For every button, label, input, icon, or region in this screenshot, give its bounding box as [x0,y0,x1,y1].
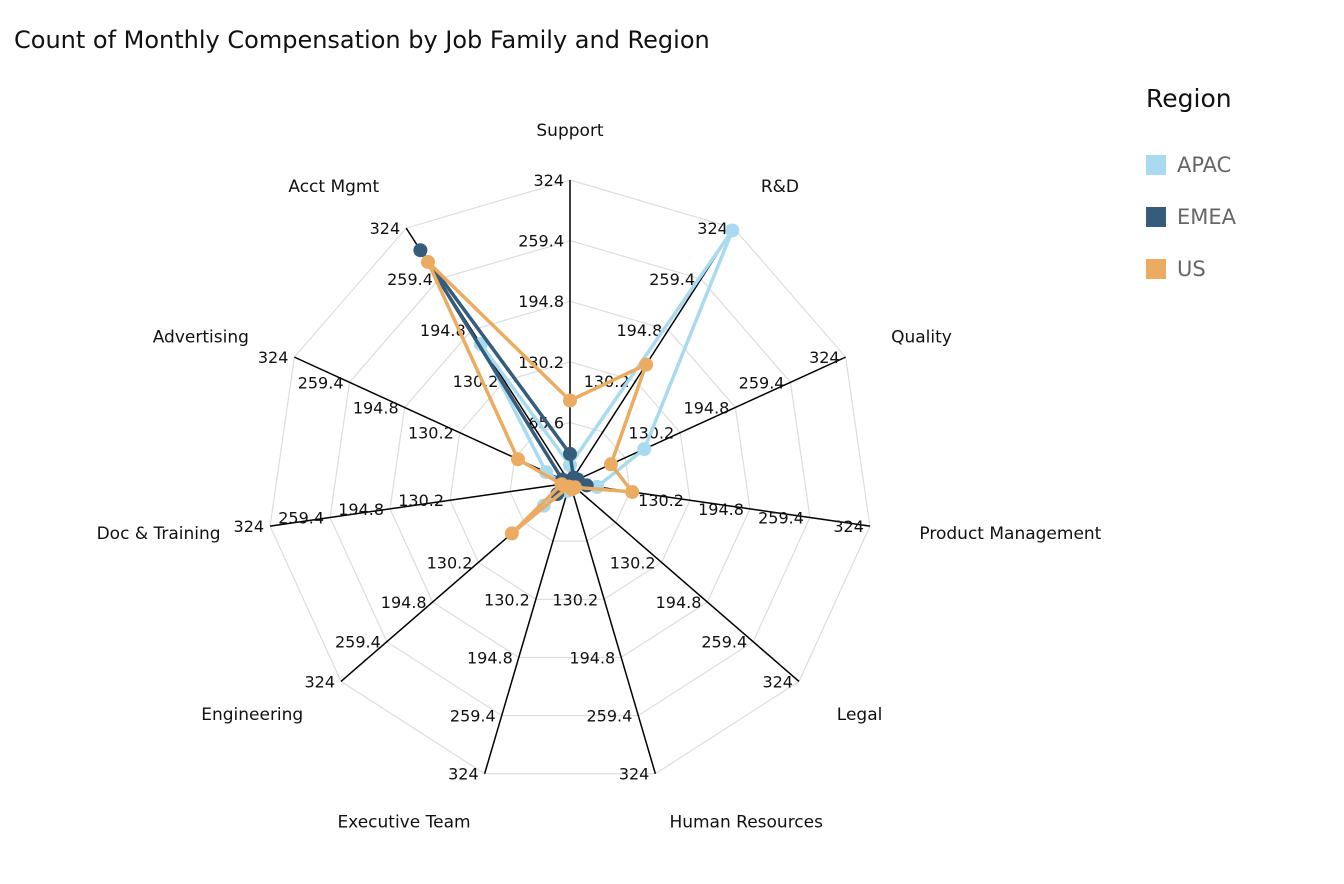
tick-label: 324 [697,219,728,238]
tick-label: 324 [619,765,650,784]
legend-swatch [1146,259,1166,279]
tick-label: 194.8 [684,398,730,417]
tick-label: 130.2 [518,353,564,372]
grid-ring [329,239,811,717]
category-label: Executive Team [337,813,470,833]
legend-item-apac[interactable]: APAC [1146,139,1236,191]
tick-label: 130.2 [408,424,454,443]
category-label: Support [536,121,604,141]
data-point-us [554,477,569,492]
tick-label: 259.4 [739,373,785,392]
tick-label: 194.8 [353,398,399,417]
tick-label: 194.8 [518,292,564,311]
axis-line [569,482,800,682]
tick-label: 324 [448,765,479,784]
tick-label: 259.4 [518,232,564,251]
tick-label: 324 [809,348,840,367]
tick-label: 259.4 [758,508,804,527]
data-point-us [510,452,525,467]
category-label: Advertising [153,327,249,347]
tick-label: 194.8 [420,321,466,340]
tick-label: 324 [762,672,793,691]
data-point-emea [413,243,428,258]
legend-title: Region [1146,84,1232,113]
tick-label: 194.8 [698,500,744,519]
category-label: R&D [761,177,799,197]
tick-label: 130.2 [638,491,684,510]
data-point-us [603,457,618,472]
category-label: Quality [891,327,952,347]
tick-label: 259.4 [335,633,381,652]
tick-label: 324 [304,672,335,691]
category-label: Product Management [919,524,1101,544]
data-point-us [504,526,519,541]
tick-label: 130.2 [484,590,530,609]
tick-label: 194.8 [467,648,513,667]
tick-label: 259.4 [278,508,324,527]
tick-label: 324 [234,517,265,536]
legend-label: APAC [1177,153,1232,177]
category-label: Legal [837,705,883,725]
tick-label: 194.8 [338,500,384,519]
tick-label: 259.4 [701,633,747,652]
tick-label: 259.4 [450,707,496,726]
tick-label: 130.2 [552,590,598,609]
data-point-emea [563,446,577,461]
axis-line [269,482,571,527]
grid-ring [389,300,751,659]
tick-label: 130.2 [453,372,499,391]
data-point-us [639,357,654,372]
tick-label: 259.4 [298,373,344,392]
legend-label: EMEA [1177,205,1237,229]
tick-label: 259.4 [586,707,632,726]
category-label: Doc & Training [97,524,221,544]
tick-label: 324 [533,171,564,190]
data-point-apac [725,223,740,238]
category-label: Human Resources [669,813,823,833]
tick-label: 130.2 [610,553,656,572]
tick-label: 324 [258,348,289,367]
chart-title: Count of Monthly Compensation by Job Fam… [14,26,710,54]
category-label: Engineering [201,705,303,725]
legend-label: US [1177,257,1206,281]
grid-ring [269,179,871,775]
tick-label: 194.8 [381,593,427,612]
tick-label: 324 [370,219,401,238]
data-point-us [563,393,577,408]
category-label: Acct Mgmt [288,177,379,197]
data-point-us [625,484,640,499]
legend-swatch [1146,155,1166,175]
axis-line [569,482,657,774]
legend-item-us[interactable]: US [1146,243,1236,295]
data-point-apac [637,442,652,457]
tick-label: 324 [833,517,864,536]
legend: Region APAC EMEA US [1146,84,1236,295]
axis-line [483,482,571,774]
tick-label: 259.4 [649,270,695,289]
tick-label: 194.8 [569,648,615,667]
data-point-us [420,255,435,270]
legend-swatch [1146,207,1166,227]
tick-label: 130.2 [398,491,444,510]
tick-label: 194.8 [656,593,702,612]
grid-ring [449,361,691,600]
tick-label: 259.4 [387,270,433,289]
tick-label: 194.8 [616,321,662,340]
tick-label: 130.2 [427,553,473,572]
legend-item-emea[interactable]: EMEA [1146,191,1236,243]
